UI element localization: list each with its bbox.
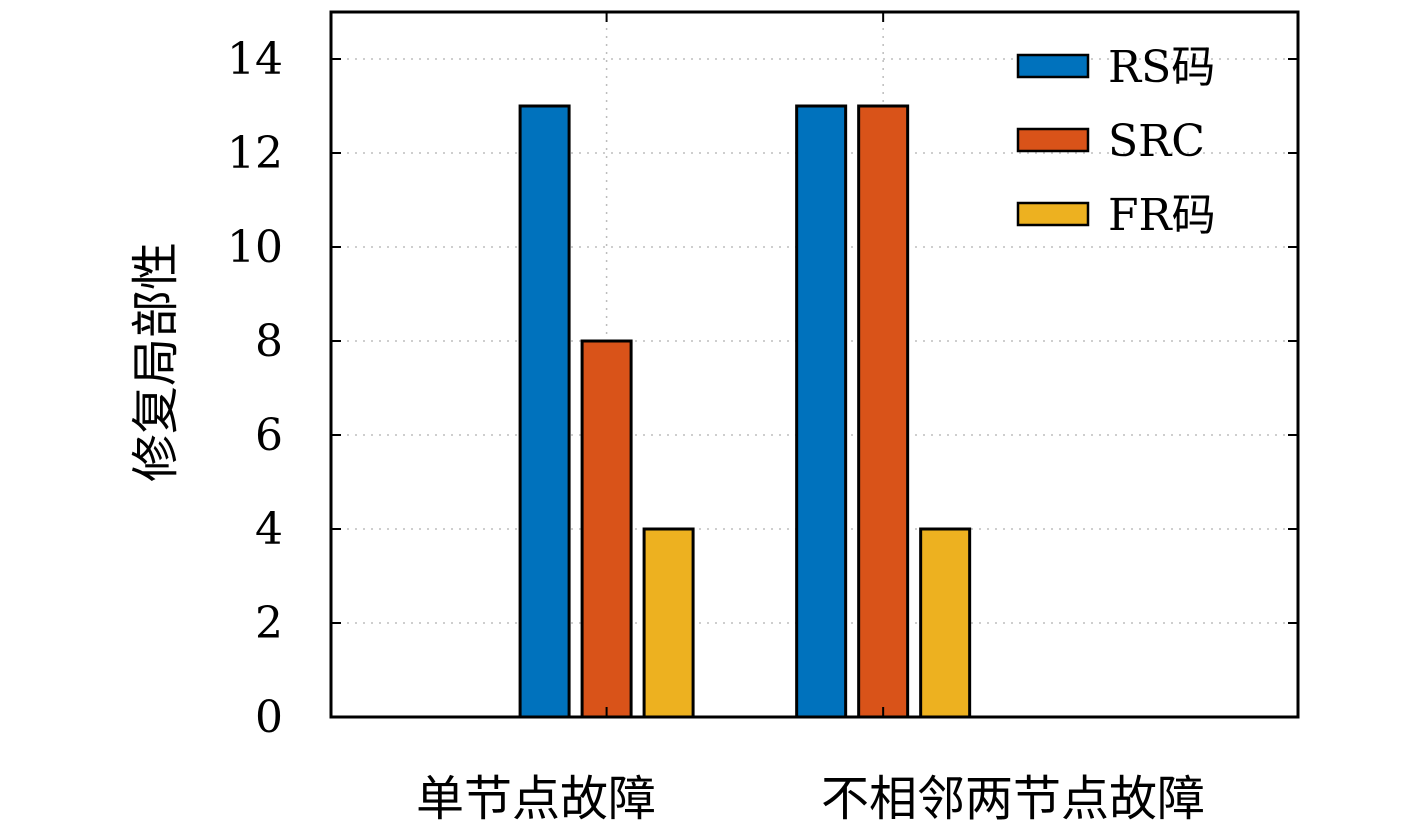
bar-2-2 xyxy=(857,104,910,719)
category-label: 不相邻两节点故障 xyxy=(821,771,1205,827)
bars xyxy=(518,104,972,719)
bar-1-1 xyxy=(518,104,571,719)
y-axis-label: 修复局部性 xyxy=(128,242,184,482)
bar-2-1 xyxy=(580,339,633,719)
plot-frame xyxy=(329,10,1300,719)
bar-1-2 xyxy=(795,104,848,719)
legend-swatch xyxy=(1016,127,1090,153)
legend-label: RS码 xyxy=(1108,42,1215,93)
legend: RS码 SRC FR码 xyxy=(1016,42,1216,241)
y-tick-label: 10 xyxy=(227,222,283,273)
y-tick-label: 12 xyxy=(227,128,283,179)
category-label: 单节点故障 xyxy=(416,771,656,827)
bar-3-2 xyxy=(919,527,972,719)
category-labels: 单节点故障 不相邻两节点故障 xyxy=(416,771,1205,827)
y-tick-label: 14 xyxy=(227,34,283,85)
y-tick-label: 4 xyxy=(255,504,283,555)
y-ticks: 0 2 4 6 8 10 12 14 xyxy=(227,12,1298,743)
legend-swatch xyxy=(1016,53,1090,79)
bar-3-1 xyxy=(642,527,695,719)
y-tick-label: 6 xyxy=(255,410,283,461)
legend-label: FR码 xyxy=(1108,190,1216,241)
y-tick-label: 0 xyxy=(255,692,283,743)
y-tick-label: 8 xyxy=(255,316,283,367)
legend-swatch xyxy=(1016,201,1090,227)
y-tick-label: 2 xyxy=(255,598,283,649)
legend-label: SRC xyxy=(1108,116,1205,167)
